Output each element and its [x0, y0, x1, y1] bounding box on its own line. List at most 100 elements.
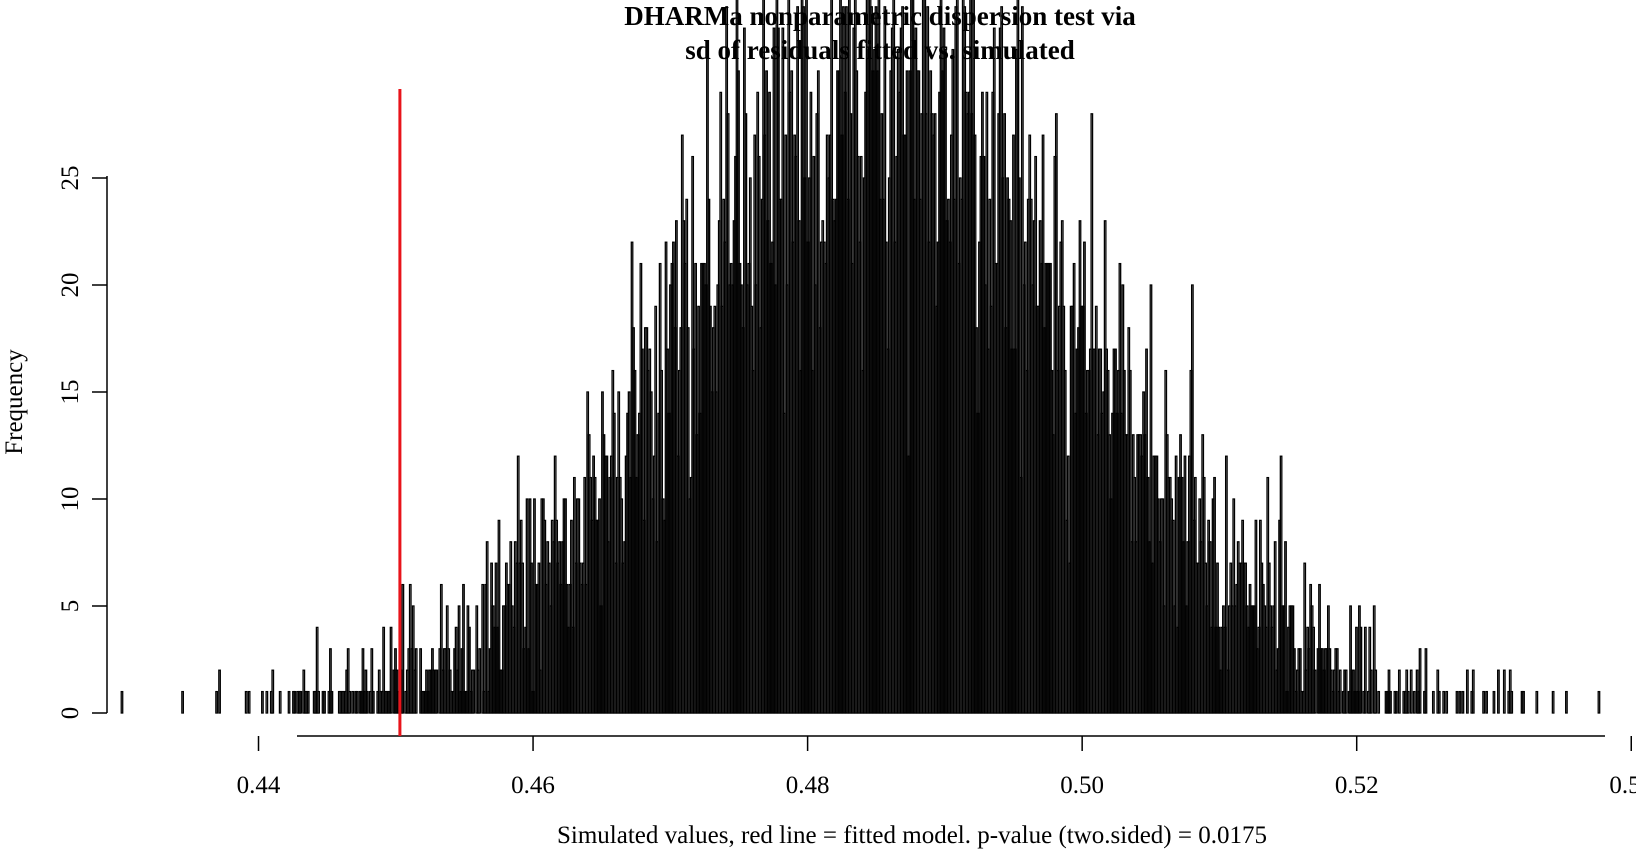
histogram-bar — [355, 690, 359, 714]
histogram-bar — [1485, 690, 1488, 714]
histogram-bar — [1397, 669, 1401, 714]
histogram-bar — [475, 605, 479, 714]
y-tick-label: 20 — [57, 273, 84, 298]
histogram-bar — [1497, 669, 1500, 714]
histogram-bar — [306, 690, 310, 714]
histogram-bar — [329, 648, 332, 714]
histogram-bar — [299, 690, 303, 714]
histogram-bar — [351, 690, 355, 714]
histogram-bar — [271, 669, 275, 714]
histogram-bar — [1471, 669, 1475, 714]
histogram-bar — [1174, 455, 1178, 714]
histogram-bar — [330, 690, 334, 714]
histogram-bar — [382, 626, 386, 714]
histogram-bar — [1254, 519, 1258, 714]
histogram-bar — [435, 669, 439, 714]
histogram-bar — [1458, 690, 1462, 714]
histogram-bars — [120, 0, 1601, 714]
histogram-bar — [1535, 690, 1539, 714]
histogram-bar — [370, 648, 374, 714]
histogram-bar — [317, 690, 320, 714]
histogram-bar — [1273, 541, 1277, 714]
histogram-bar — [1551, 690, 1555, 714]
y-axis-title: Frequency — [1, 349, 28, 455]
histogram-bar — [1213, 476, 1216, 714]
histogram-bar — [1344, 669, 1348, 714]
histogram-bar — [497, 519, 501, 714]
histogram-bar — [181, 690, 184, 714]
histogram-bar — [1406, 690, 1410, 714]
histogram-bar — [1279, 455, 1283, 714]
histogram-bar — [1018, 177, 1021, 714]
histogram-bar — [348, 690, 352, 714]
histogram-bar — [287, 690, 291, 714]
x-tick-label: 0.48 — [786, 772, 830, 799]
x-tick-label: 0.44 — [237, 772, 281, 799]
y-tick-label: 25 — [57, 166, 84, 191]
histogram-bar — [419, 648, 423, 714]
histogram-bar — [278, 690, 282, 714]
histogram-bar — [1492, 690, 1496, 714]
histogram-bar — [457, 605, 461, 714]
histogram-bar — [1313, 669, 1317, 714]
y-tick-label: 5 — [57, 600, 84, 613]
histogram-bar — [315, 626, 319, 714]
histogram-bar — [1395, 690, 1398, 714]
histogram-bar — [781, 27, 785, 714]
histogram-bar — [1412, 690, 1416, 714]
histogram-bar — [1284, 541, 1287, 714]
histogram-bar — [371, 690, 375, 714]
histogram-bar — [1461, 690, 1465, 714]
histogram-bar — [1292, 648, 1296, 714]
x-tick-label: 0.52 — [1335, 772, 1379, 799]
histogram-bar — [654, 305, 658, 714]
histogram-bar — [570, 519, 573, 714]
histogram-bar — [1565, 690, 1568, 714]
histogram-bar — [1424, 648, 1428, 714]
histogram-bar — [247, 690, 251, 714]
histogram-bar — [1359, 626, 1363, 714]
histogram-bar — [1455, 690, 1459, 714]
histogram-bar — [530, 562, 533, 714]
x-axis: 0.44 0.46 0.48 0.50 0.52 0.54 — [237, 735, 1636, 799]
histogram-bar — [411, 605, 415, 714]
histogram-bar — [265, 690, 269, 714]
histogram-bar — [215, 690, 218, 714]
histogram-bar — [414, 648, 418, 714]
histogram-bar — [472, 669, 476, 714]
histogram-bar — [1597, 690, 1601, 714]
x-tick-label: 0.54 — [1609, 772, 1636, 799]
histogram-bar — [1338, 669, 1342, 714]
histogram-bar — [905, 70, 909, 714]
histogram-bar — [462, 583, 465, 714]
histogram-bar — [401, 583, 405, 714]
y-tick-label: 0 — [57, 707, 84, 720]
histogram-bar — [468, 626, 471, 714]
y-tick-label: 15 — [57, 380, 84, 405]
histogram-bar — [1418, 648, 1422, 714]
histogram-bar — [218, 669, 221, 714]
histogram-bar — [1482, 690, 1486, 714]
histogram-bar — [1377, 690, 1381, 714]
histogram-bar — [1437, 690, 1441, 714]
y-axis: 0 5 10 15 20 25 — [57, 166, 108, 720]
histogram-bar — [1335, 648, 1339, 714]
histogram-bar — [1465, 669, 1469, 714]
histogram-bar — [1502, 669, 1506, 714]
histogram-bar — [1298, 648, 1302, 714]
histogram-bar — [1372, 605, 1376, 714]
histogram-bar — [361, 648, 365, 714]
histogram-bar — [1445, 690, 1449, 714]
histogram-bar — [1431, 690, 1435, 714]
histogram-bar — [1363, 626, 1367, 714]
y-tick-label: 10 — [57, 487, 84, 512]
histogram-bar — [261, 690, 264, 714]
histogram-bar — [1442, 690, 1446, 714]
histogram-bar — [1349, 605, 1352, 714]
histogram-bar — [323, 690, 326, 714]
histogram-bar — [1374, 669, 1378, 714]
histogram-bar — [120, 690, 124, 714]
histogram-bar — [1183, 455, 1187, 714]
x-tick-label: 0.46 — [511, 772, 555, 799]
